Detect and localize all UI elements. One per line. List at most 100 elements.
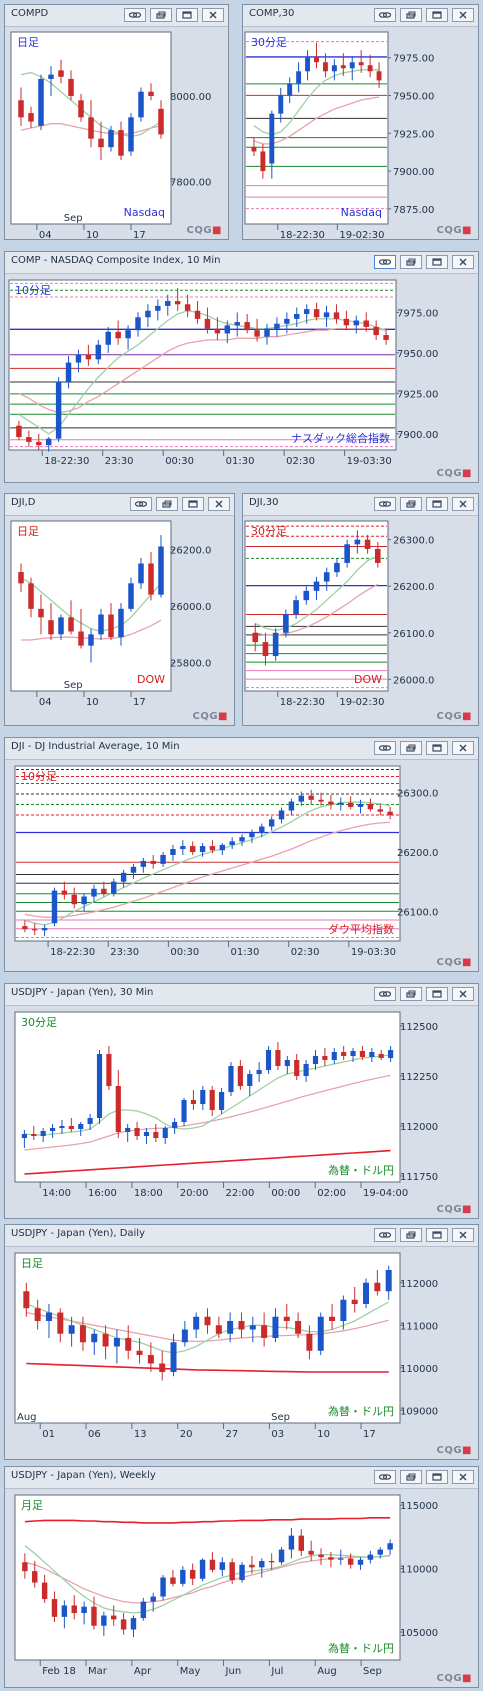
candle-body xyxy=(45,438,52,446)
chart-window-usdjpy-weekly[interactable]: USDJPY - Japan (Yen), Weekly 115000 11000… xyxy=(4,1466,479,1688)
restore-button[interactable] xyxy=(400,1228,422,1242)
plot-background xyxy=(8,279,397,451)
cqg-text: CQG xyxy=(436,711,463,722)
ma-fast-line xyxy=(253,69,380,136)
close-button[interactable] xyxy=(452,255,474,269)
chart-area[interactable]: 8000.00 7800.00 04 10 17 Sep 日足 Nasdaq xyxy=(5,5,228,239)
y-tick-label: 110000 xyxy=(400,1565,438,1576)
candle-body xyxy=(87,1118,93,1124)
maximize-button[interactable] xyxy=(426,255,448,269)
window-title: USDJPY - Japan (Yen), Weekly xyxy=(11,1470,156,1481)
link-button[interactable] xyxy=(374,1470,396,1484)
chart-area[interactable]: 7975.00 7950.00 7925.00 7900.00 7875.00 18-22… xyxy=(243,5,478,239)
close-button[interactable] xyxy=(452,8,474,22)
restore-button[interactable] xyxy=(400,987,422,1001)
candle-body xyxy=(239,1564,245,1581)
maximize-button[interactable] xyxy=(426,1228,448,1242)
titlebar[interactable]: DJI - DJ Industrial Average, 10 Min xyxy=(5,738,478,760)
maximize-button[interactable] xyxy=(182,497,204,511)
close-icon xyxy=(215,500,223,508)
candle-body xyxy=(88,634,94,646)
maximize-button[interactable] xyxy=(426,497,448,511)
link-button[interactable] xyxy=(374,8,396,22)
chart-area[interactable]: 26300.0 26200.0 26100.0 26000.0 18-22:30 19-0… xyxy=(243,494,478,725)
restore-button[interactable] xyxy=(400,8,422,22)
chart-area[interactable]: 26200.0 26000.0 25800.0 04 10 17 Sep 日足 DOW xyxy=(5,494,234,725)
candle-body xyxy=(262,642,269,657)
chart-area[interactable]: 112000 111000 110000 109000 01 06 13 20 27 03 10 17… xyxy=(5,1225,478,1459)
x-tick-label: 06 xyxy=(88,1429,101,1440)
restore-button[interactable] xyxy=(400,255,422,269)
candle-body xyxy=(189,1569,196,1579)
y-tick-label: 112000 xyxy=(400,1122,438,1133)
candle-body xyxy=(16,425,22,438)
link-button[interactable] xyxy=(374,497,396,511)
candle-body xyxy=(125,1128,131,1132)
close-button[interactable] xyxy=(452,1228,474,1242)
chart-window-dji-10min[interactable]: DJI - DJ Industrial Average, 10 Min 2630… xyxy=(4,737,479,972)
candle-body xyxy=(78,1124,84,1129)
x-tick-label: 23:30 xyxy=(105,456,134,467)
titlebar[interactable]: USDJPY - Japan (Yen), Daily xyxy=(5,1225,478,1247)
link-button[interactable] xyxy=(130,497,152,511)
restore-button[interactable] xyxy=(400,1470,422,1484)
chart-area[interactable]: 115000 110000 105000 Feb 18 Mar Apr May Jun Jul A… xyxy=(5,1467,478,1687)
cqg-text: CQG xyxy=(192,711,219,722)
candle-body xyxy=(272,632,279,657)
chart-window-dji-30min[interactable]: DJI,30 26300.0 26200.0 26100.0 26000.0 18-22… xyxy=(242,493,479,726)
close-button[interactable] xyxy=(452,497,474,511)
chart-window-comp-daily[interactable]: COMPD 8000.00 7800.00 04 10 17 Sep 日足 Nasdaq CQ… xyxy=(4,4,229,240)
x-tick-label: 18:00 xyxy=(134,1188,163,1199)
chart-area[interactable]: 7975.00 7950.00 7925.00 7900.00 18-22:30 23:3… xyxy=(5,252,478,482)
titlebar[interactable]: COMPD xyxy=(5,5,228,27)
chart-window-usdjpy-30min[interactable]: USDJPY - Japan (Yen), 30 Min 112500 11225… xyxy=(4,983,479,1219)
maximize-button[interactable] xyxy=(426,741,448,755)
restore-button[interactable] xyxy=(156,497,178,511)
titlebar[interactable]: DJI,30 xyxy=(243,494,478,516)
maximize-button[interactable] xyxy=(426,987,448,1001)
chart-window-comp-30min[interactable]: COMP,30 7975.00 7950.00 7925.00 7900.00 7875… xyxy=(242,4,479,240)
candle-body xyxy=(363,320,369,327)
candle-body xyxy=(106,1054,112,1086)
titlebar[interactable]: USDJPY - Japan (Yen), Weekly xyxy=(5,1467,478,1489)
close-button[interactable] xyxy=(452,741,474,755)
close-button[interactable] xyxy=(208,497,230,511)
candle-body xyxy=(32,929,38,931)
y-tick-label: 7925.00 xyxy=(393,129,434,140)
cqg-logo: CQG■ xyxy=(192,711,228,722)
chart-window-usdjpy-daily[interactable]: USDJPY - Japan (Yen), Daily 112000 111000… xyxy=(4,1224,479,1460)
candle-body xyxy=(244,322,250,331)
maximize-button[interactable] xyxy=(426,1470,448,1484)
titlebar[interactable]: USDJPY - Japan (Yen), 30 Min xyxy=(5,984,478,1006)
titlebar[interactable]: DJI,D xyxy=(5,494,234,516)
link-button[interactable] xyxy=(374,1228,396,1242)
chart-area[interactable]: 112500 112250 112000 111750 14:00 16:00 18:00 2… xyxy=(5,984,478,1218)
restore-button[interactable] xyxy=(400,741,422,755)
restore-button[interactable] xyxy=(150,8,172,22)
close-button[interactable] xyxy=(452,1470,474,1484)
x-tick-label: 02:30 xyxy=(291,947,320,958)
maximize-button[interactable] xyxy=(426,8,448,22)
cqg-mark-icon: ■ xyxy=(462,225,472,236)
candle-body xyxy=(138,91,144,118)
maximize-icon xyxy=(432,744,442,752)
candle-body xyxy=(252,632,259,643)
link-button[interactable] xyxy=(374,741,396,755)
close-button[interactable] xyxy=(452,987,474,1001)
y-tick-label: 111000 xyxy=(400,1321,438,1332)
restore-button[interactable] xyxy=(400,497,422,511)
titlebar[interactable]: COMP - NASDAQ Composite Index, 10 Min xyxy=(5,252,478,274)
y-tick-label: 26000.0 xyxy=(170,602,211,613)
x-tick-label: Mar xyxy=(88,1666,108,1677)
link-button[interactable] xyxy=(374,987,396,1001)
link-button[interactable] xyxy=(374,255,396,269)
titlebar[interactable]: COMP,30 xyxy=(243,5,478,27)
chart-window-comp-10min[interactable]: COMP - NASDAQ Composite Index, 10 Min 79… xyxy=(4,251,479,483)
link-button[interactable] xyxy=(124,8,146,22)
chart-area[interactable]: 26300.0 26200.0 26100.0 18-22:30 23:30 00:30 0… xyxy=(5,738,478,971)
cqg-text: CQG xyxy=(436,1445,463,1456)
chart-window-dji-daily[interactable]: DJI,D 26200.0 26000.0 25800.0 04 10 17 Sep 日足 DO… xyxy=(4,493,235,726)
y-tick-label: 26300.0 xyxy=(393,536,434,547)
maximize-button[interactable] xyxy=(176,8,198,22)
close-button[interactable] xyxy=(202,8,224,22)
